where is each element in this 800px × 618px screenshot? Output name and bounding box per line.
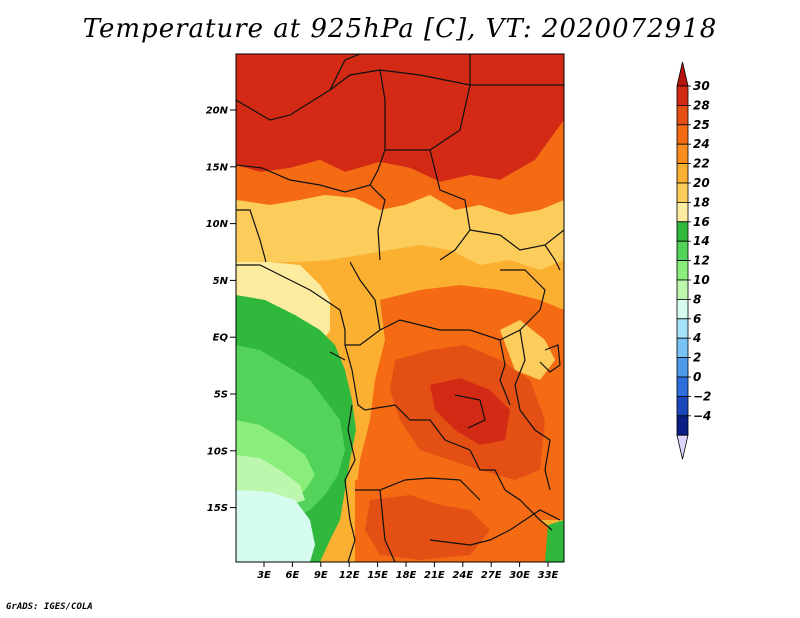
colorbar-label: 30	[693, 79, 710, 93]
hot-zone-north	[236, 54, 564, 182]
lat-tick-label: EQ	[213, 333, 229, 344]
lon-tick-label: 15E	[367, 570, 388, 581]
colorbar-label: 2	[693, 351, 701, 365]
colorbar-swatch	[676, 376, 689, 397]
mild-zone-east	[500, 320, 555, 380]
colorbar-label: 10	[693, 273, 710, 287]
colorbar-label: 16	[693, 215, 710, 229]
lat-tick-label: 15N	[206, 162, 229, 173]
chart-title: Temperature at 925hPa [C], VT: 202007291…	[82, 14, 718, 44]
colorbar-swatch	[676, 85, 689, 106]
colorbar-swatch	[676, 201, 689, 223]
ocean-cyan	[236, 490, 315, 562]
colorbar-swatch	[676, 279, 689, 300]
colorbar-swatch	[676, 337, 689, 359]
lon-tick-label: 30E	[509, 570, 530, 581]
lat-tick-label: 10N	[206, 219, 229, 230]
lon-tick-label: 21E	[424, 570, 445, 581]
colorbar-swatch	[676, 221, 689, 242]
colorbar-label: 12	[693, 254, 710, 268]
map-frame	[235, 53, 565, 563]
colorbar-label: 8	[693, 292, 701, 306]
borders	[236, 54, 564, 562]
colorbar-swatch	[676, 260, 689, 281]
colorbar-swatch	[676, 318, 689, 339]
colorbar-swatch	[676, 124, 689, 145]
lon-tick-label: 12E	[339, 570, 360, 581]
colorbar-swatch	[676, 298, 689, 320]
colorbar-swatch	[676, 395, 689, 417]
grads-credit: GrADS: IGES/COLA	[6, 602, 93, 612]
lat-tick-label: 15S	[207, 503, 228, 514]
colorbar-label: −2	[693, 389, 711, 403]
mild-zone	[236, 195, 564, 270]
colorbar-label: 4	[692, 331, 701, 345]
colorbar-label: −4	[693, 409, 711, 423]
colorbar-label: 20	[693, 176, 710, 190]
lat-tick-label: 5N	[213, 276, 229, 287]
colorbar-label: 25	[693, 118, 710, 132]
latitude-axis: 20N 15N 10N 5N EQ 5S 10S 15S	[206, 106, 236, 514]
longitude-axis: 3E 6E 9E 12E 15E 18E 21E 24E 27E 30E 33E	[257, 562, 559, 581]
colorbar-label: 18	[693, 195, 710, 209]
cool-patch-southeast	[545, 520, 564, 562]
lat-tick-label: 20N	[206, 106, 229, 117]
lon-tick-label: 27E	[481, 570, 502, 581]
lon-tick-label: 9E	[314, 570, 328, 581]
colorbar-swatch	[676, 240, 689, 261]
colorbar-swatch	[676, 163, 689, 184]
colorbar-swatch	[676, 105, 689, 126]
colorbar-swatch	[676, 357, 689, 378]
colorbar-bottom-arrow	[676, 434, 689, 460]
temperature-field	[236, 54, 564, 562]
colorbar-swatch	[676, 415, 689, 436]
colorbar-label: 6	[693, 312, 701, 326]
lon-tick-label: 33E	[538, 570, 559, 581]
lon-tick-label: 3E	[257, 570, 271, 581]
colorbar-label: 24	[693, 137, 710, 151]
lon-tick-label: 18E	[396, 570, 417, 581]
lon-tick-label: 6E	[286, 570, 300, 581]
colorbar-label: 14	[693, 234, 710, 248]
lon-tick-label: 24E	[452, 570, 473, 581]
colorbar-label: 0	[693, 370, 701, 384]
colorbar-swatch	[676, 182, 689, 203]
warm-zone-sahel	[236, 120, 564, 215]
colorbar-swatch	[676, 143, 689, 164]
colorbar-label: 22	[693, 157, 710, 171]
colorbar-top-arrow	[676, 61, 689, 87]
lat-tick-label: 5S	[214, 390, 228, 401]
lat-tick-label: 10S	[207, 446, 228, 457]
hottest-zone-central	[430, 378, 510, 445]
colorbar-label: 28	[693, 98, 710, 112]
